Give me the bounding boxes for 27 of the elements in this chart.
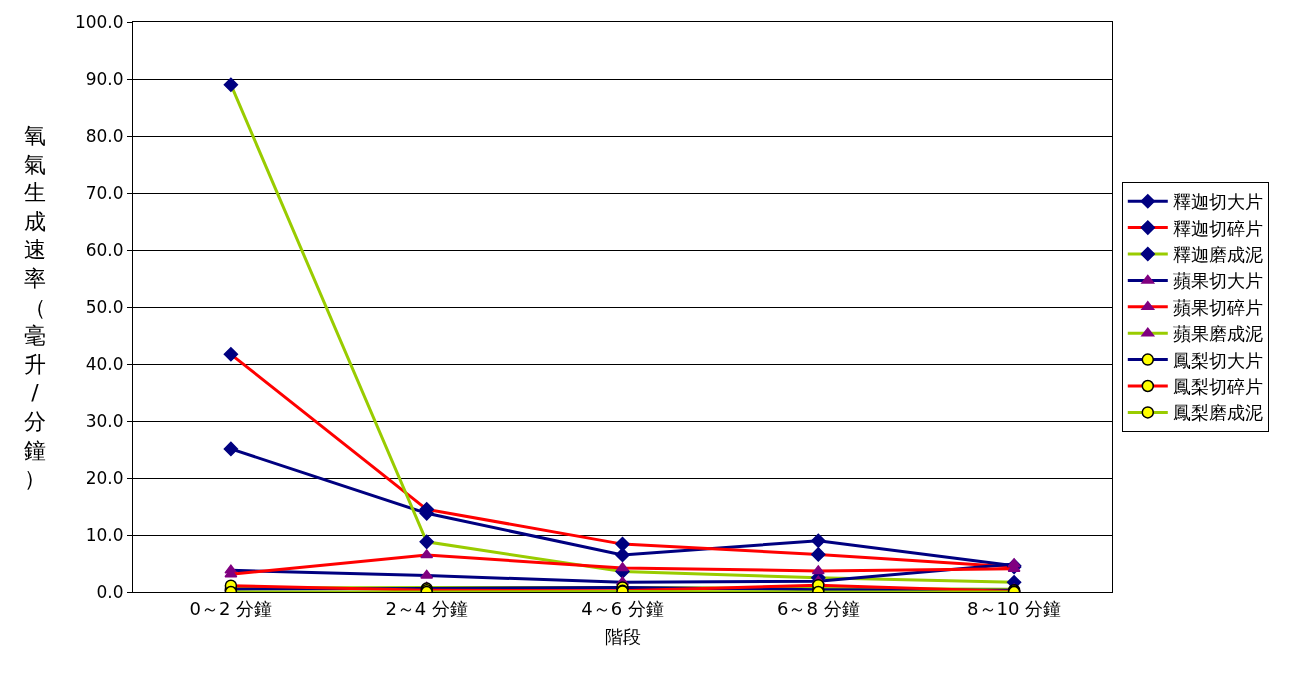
y-tick-label: 30.0 [85,410,124,431]
x-tick-label: 4～6 分鐘 [581,597,664,619]
y-tick-label: 20.0 [85,467,124,488]
legend-label: 釋迦磨成泥 [1172,244,1263,266]
y-tick-label: 60.0 [85,239,124,260]
x-tick-label: 2～4 分鐘 [385,597,469,619]
y-tick-label: 0.0 [96,581,124,602]
legend-label: 鳳梨磨成泥 [1172,402,1263,424]
y-tick-label: 50.0 [85,296,124,317]
x-tick-label: 0～2 分鐘 [189,597,273,619]
text: 氧氣生成速率（毫升/分鐘） [24,123,46,492]
x-tick-label: 6～8 分鐘 [776,597,860,619]
x-axis-title: 階段 [604,625,641,647]
y-tick-label: 80.0 [85,125,124,146]
legend-label: 釋迦切碎片 [1172,217,1263,239]
y-tick-label: 70.0 [85,182,124,203]
legend-label: 釋迦切大片 [1172,191,1263,213]
y-tick-label: 10.0 [85,524,124,545]
legend-label: 蘋果磨成泥 [1172,323,1263,345]
y-tick-label: 40.0 [85,353,124,374]
x-tick-label: 8～10 分鐘 [967,597,1062,619]
legend-label: 蘋果切大片 [1172,270,1263,292]
y-tick-label: 90.0 [85,68,124,89]
legend-label: 鳳梨切大片 [1172,349,1263,371]
legend-label: 鳳梨切碎片 [1172,376,1263,398]
legend-label: 蘋果切碎片 [1172,296,1263,318]
y-tick-label: 100.0 [74,11,124,32]
